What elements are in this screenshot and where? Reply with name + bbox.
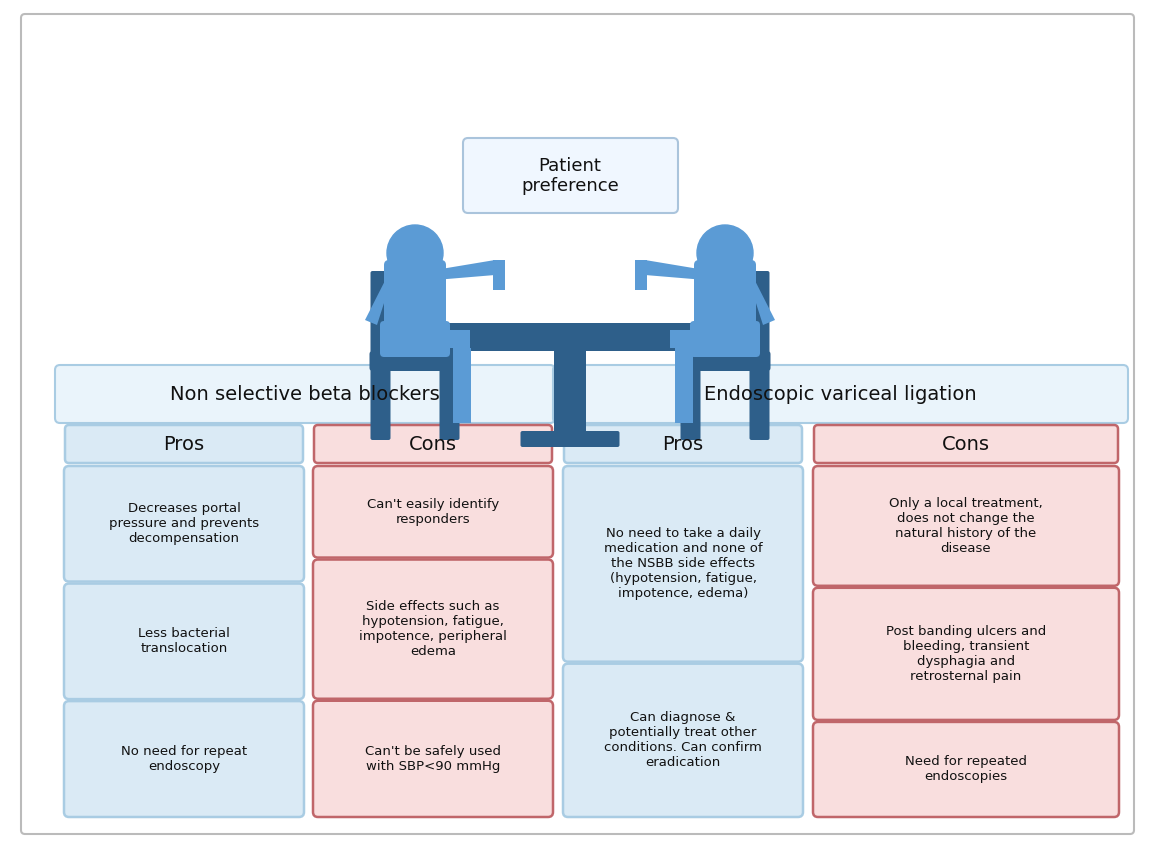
FancyBboxPatch shape bbox=[750, 366, 770, 440]
FancyBboxPatch shape bbox=[694, 260, 756, 335]
Polygon shape bbox=[365, 265, 393, 325]
Polygon shape bbox=[670, 330, 745, 348]
FancyBboxPatch shape bbox=[563, 466, 803, 661]
FancyBboxPatch shape bbox=[463, 138, 677, 213]
Text: No need to take a daily
medication and none of
the NSBB side effects
(hypotensio: No need to take a daily medication and n… bbox=[604, 527, 763, 600]
FancyBboxPatch shape bbox=[440, 366, 460, 440]
FancyBboxPatch shape bbox=[563, 664, 803, 817]
Text: Cons: Cons bbox=[942, 434, 990, 454]
FancyBboxPatch shape bbox=[750, 271, 770, 370]
Polygon shape bbox=[635, 260, 647, 290]
Text: Can't easily identify
responders: Can't easily identify responders bbox=[367, 498, 500, 526]
Text: Side effects such as
hypotension, fatigue,
impotence, peripheral
edema: Side effects such as hypotension, fatigu… bbox=[359, 600, 507, 658]
FancyBboxPatch shape bbox=[314, 560, 553, 699]
Circle shape bbox=[697, 225, 753, 281]
Text: Non selective beta blockers: Non selective beta blockers bbox=[170, 384, 440, 404]
Polygon shape bbox=[675, 348, 693, 423]
FancyBboxPatch shape bbox=[314, 425, 552, 463]
Text: Can't be safely used
with SBP<90 mmHg: Can't be safely used with SBP<90 mmHg bbox=[365, 745, 501, 773]
FancyBboxPatch shape bbox=[813, 722, 1119, 817]
Text: Post banding ulcers and
bleeding, transient
dysphagia and
retrosternal pain: Post banding ulcers and bleeding, transi… bbox=[886, 625, 1046, 683]
FancyBboxPatch shape bbox=[21, 14, 1134, 834]
FancyBboxPatch shape bbox=[564, 425, 801, 463]
FancyBboxPatch shape bbox=[66, 425, 303, 463]
FancyBboxPatch shape bbox=[440, 323, 701, 351]
FancyBboxPatch shape bbox=[553, 365, 1128, 423]
FancyBboxPatch shape bbox=[384, 260, 446, 335]
Circle shape bbox=[387, 225, 443, 281]
FancyBboxPatch shape bbox=[555, 346, 586, 435]
FancyBboxPatch shape bbox=[690, 321, 760, 357]
FancyBboxPatch shape bbox=[680, 351, 771, 371]
FancyBboxPatch shape bbox=[64, 466, 304, 582]
Text: Cons: Cons bbox=[410, 434, 457, 454]
FancyBboxPatch shape bbox=[371, 366, 391, 440]
Polygon shape bbox=[453, 348, 472, 423]
FancyBboxPatch shape bbox=[380, 321, 450, 357]
Text: Pros: Pros bbox=[662, 434, 703, 454]
Text: Endoscopic variceal ligation: Endoscopic variceal ligation bbox=[703, 384, 976, 404]
FancyBboxPatch shape bbox=[813, 466, 1119, 586]
Text: Pros: Pros bbox=[164, 434, 205, 454]
FancyBboxPatch shape bbox=[813, 588, 1119, 720]
Text: Patient
preference: Patient preference bbox=[521, 157, 619, 195]
FancyBboxPatch shape bbox=[314, 466, 553, 557]
FancyBboxPatch shape bbox=[814, 425, 1119, 463]
Polygon shape bbox=[645, 260, 706, 280]
Polygon shape bbox=[493, 260, 505, 290]
FancyBboxPatch shape bbox=[681, 366, 701, 440]
Text: Can diagnose &
potentially treat other
conditions. Can confirm
eradication: Can diagnose & potentially treat other c… bbox=[604, 711, 762, 769]
FancyBboxPatch shape bbox=[55, 365, 555, 423]
Polygon shape bbox=[395, 330, 470, 348]
Text: Need for repeated
endoscopies: Need for repeated endoscopies bbox=[906, 756, 1027, 784]
Text: Only a local treatment,
does not change the
natural history of the
disease: Only a local treatment, does not change … bbox=[889, 497, 1042, 555]
Polygon shape bbox=[435, 260, 495, 280]
FancyBboxPatch shape bbox=[64, 583, 304, 699]
FancyBboxPatch shape bbox=[370, 351, 461, 371]
FancyBboxPatch shape bbox=[371, 271, 391, 370]
Text: Less bacterial
translocation: Less bacterial translocation bbox=[138, 628, 230, 656]
FancyBboxPatch shape bbox=[64, 701, 304, 817]
FancyBboxPatch shape bbox=[521, 431, 619, 447]
FancyBboxPatch shape bbox=[314, 700, 553, 817]
Polygon shape bbox=[746, 265, 775, 325]
Text: Decreases portal
pressure and prevents
decompensation: Decreases portal pressure and prevents d… bbox=[109, 502, 259, 545]
Text: No need for repeat
endoscopy: No need for repeat endoscopy bbox=[121, 745, 247, 773]
